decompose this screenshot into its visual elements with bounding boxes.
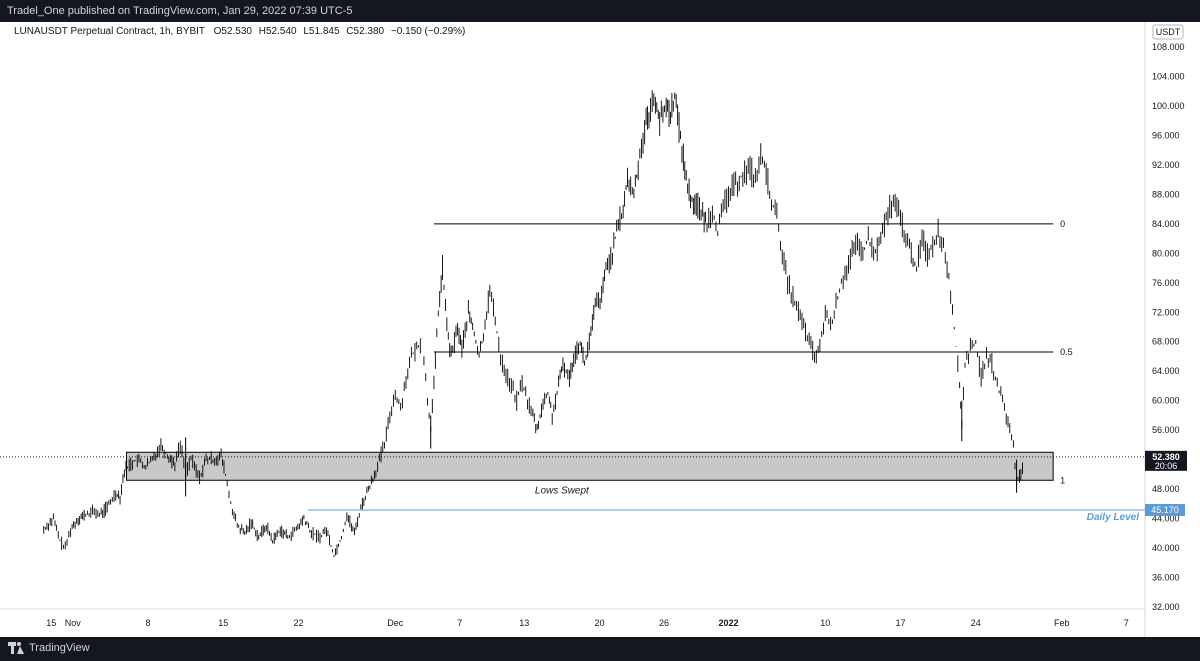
fib-label-0.5: 0.5 bbox=[1060, 347, 1073, 357]
time-tick-label: 26 bbox=[659, 618, 669, 628]
price-tick-label: 36.000 bbox=[1152, 573, 1180, 583]
currency-button-label: USDT bbox=[1156, 27, 1181, 37]
time-tick-label: 15 bbox=[46, 618, 56, 628]
price-tick-label: 84.000 bbox=[1152, 219, 1180, 229]
zone-group[interactable]: Lows Swept bbox=[126, 451, 1054, 496]
price-tick-label: 88.000 bbox=[1152, 189, 1180, 199]
time-tick-label: 24 bbox=[971, 618, 981, 628]
price-tick-label: 40.000 bbox=[1152, 543, 1180, 553]
chart-area[interactable]: Daily Level Lows Swept 0 0.5 1 LUNAUSDT Pe… bbox=[0, 22, 1200, 637]
price-tick-label: 44.000 bbox=[1152, 514, 1180, 524]
legend-low: L51.845 bbox=[303, 26, 340, 37]
price-tick-label: 100.000 bbox=[1152, 101, 1185, 111]
time-tick-label: 8 bbox=[145, 618, 150, 628]
last-price-badge bbox=[1145, 450, 1187, 471]
lows-swept-zone[interactable] bbox=[126, 451, 1054, 481]
price-tick-label: 76.000 bbox=[1152, 278, 1180, 288]
time-tick-label: Dec bbox=[387, 618, 404, 628]
brand-bar: TradingView bbox=[0, 637, 1200, 661]
daily-level-badge bbox=[1145, 503, 1185, 516]
daily-level-value: 45.170 bbox=[1151, 505, 1179, 515]
daily-level-group[interactable]: Daily Level bbox=[308, 509, 1145, 523]
legend-close: C52.380 bbox=[346, 26, 384, 37]
fib-label-1: 1 bbox=[1060, 475, 1065, 485]
time-tick-label: 10 bbox=[820, 618, 830, 628]
price-tick-label: 60.000 bbox=[1152, 396, 1180, 406]
time-tick-label: 7 bbox=[457, 618, 462, 628]
legend-high: H52.540 bbox=[259, 26, 297, 37]
price-axis[interactable]: 108.000 104.000 100.000 96.000 92.000 88.000 8… bbox=[1152, 42, 1185, 612]
legend-open: O52.530 bbox=[214, 26, 253, 37]
price-tick-label: 56.000 bbox=[1152, 425, 1180, 435]
brand-name: TradingView bbox=[29, 642, 90, 654]
fib-levels[interactable]: 00.51 bbox=[433, 219, 1073, 485]
tradingview-logo-icon bbox=[8, 642, 24, 654]
time-tick-label: 7 bbox=[1124, 618, 1129, 628]
time-tick-label: 22 bbox=[293, 618, 303, 628]
bar-countdown: 20:06 bbox=[1155, 461, 1178, 471]
price-tick-label: 64.000 bbox=[1152, 366, 1180, 376]
price-tick-label: 80.000 bbox=[1152, 248, 1180, 258]
price-tick-label: 68.000 bbox=[1152, 337, 1180, 347]
publish-bar: Tradel_One published on TradingView.com,… bbox=[0, 0, 1200, 22]
time-tick-label: 2022 bbox=[718, 618, 738, 628]
price-tick-label: 48.000 bbox=[1152, 484, 1180, 494]
zone-label: Lows Swept bbox=[535, 485, 590, 496]
price-tick-label: 72.000 bbox=[1152, 307, 1180, 317]
time-axis[interactable]: 15 Nov 8 15 22 Dec 7 13 20 26 2022 10 17 24 Feb 7 bbox=[46, 618, 1129, 628]
price-tick-label: 108.000 bbox=[1152, 42, 1185, 52]
price-series bbox=[43, 90, 1023, 558]
price-tick-label: 32.000 bbox=[1152, 602, 1180, 612]
daily-level-label: Daily Level bbox=[1087, 512, 1139, 523]
fib-label-0: 0 bbox=[1060, 219, 1065, 229]
legend-text: LUNAUSDT Perpetual Contract, 1h, BYBIT O… bbox=[14, 26, 465, 37]
time-tick-label: 13 bbox=[519, 618, 529, 628]
price-tick-label: 104.000 bbox=[1152, 71, 1185, 81]
time-tick-label: 17 bbox=[895, 618, 905, 628]
time-tick-label: Feb bbox=[1054, 618, 1070, 628]
price-chart[interactable]: Daily Level Lows Swept 00.51 LUNAUSDT Pe… bbox=[0, 22, 1200, 637]
currency-button[interactable] bbox=[1152, 24, 1184, 40]
time-tick-label: Nov bbox=[65, 618, 82, 628]
legend-change: −0.150 (−0.29%) bbox=[391, 26, 466, 37]
time-tick-label: 20 bbox=[594, 618, 604, 628]
price-tick-label: 92.000 bbox=[1152, 160, 1180, 170]
last-price-value: 52.380 bbox=[1152, 452, 1180, 462]
tradingview-brand[interactable]: TradingView bbox=[8, 642, 90, 654]
publish-info: Tradel_One published on TradingView.com,… bbox=[7, 5, 353, 17]
price-tick-label: 96.000 bbox=[1152, 130, 1180, 140]
legend-symbol: LUNAUSDT Perpetual Contract, 1h, BYBIT bbox=[14, 26, 205, 37]
time-tick-label: 15 bbox=[218, 618, 228, 628]
